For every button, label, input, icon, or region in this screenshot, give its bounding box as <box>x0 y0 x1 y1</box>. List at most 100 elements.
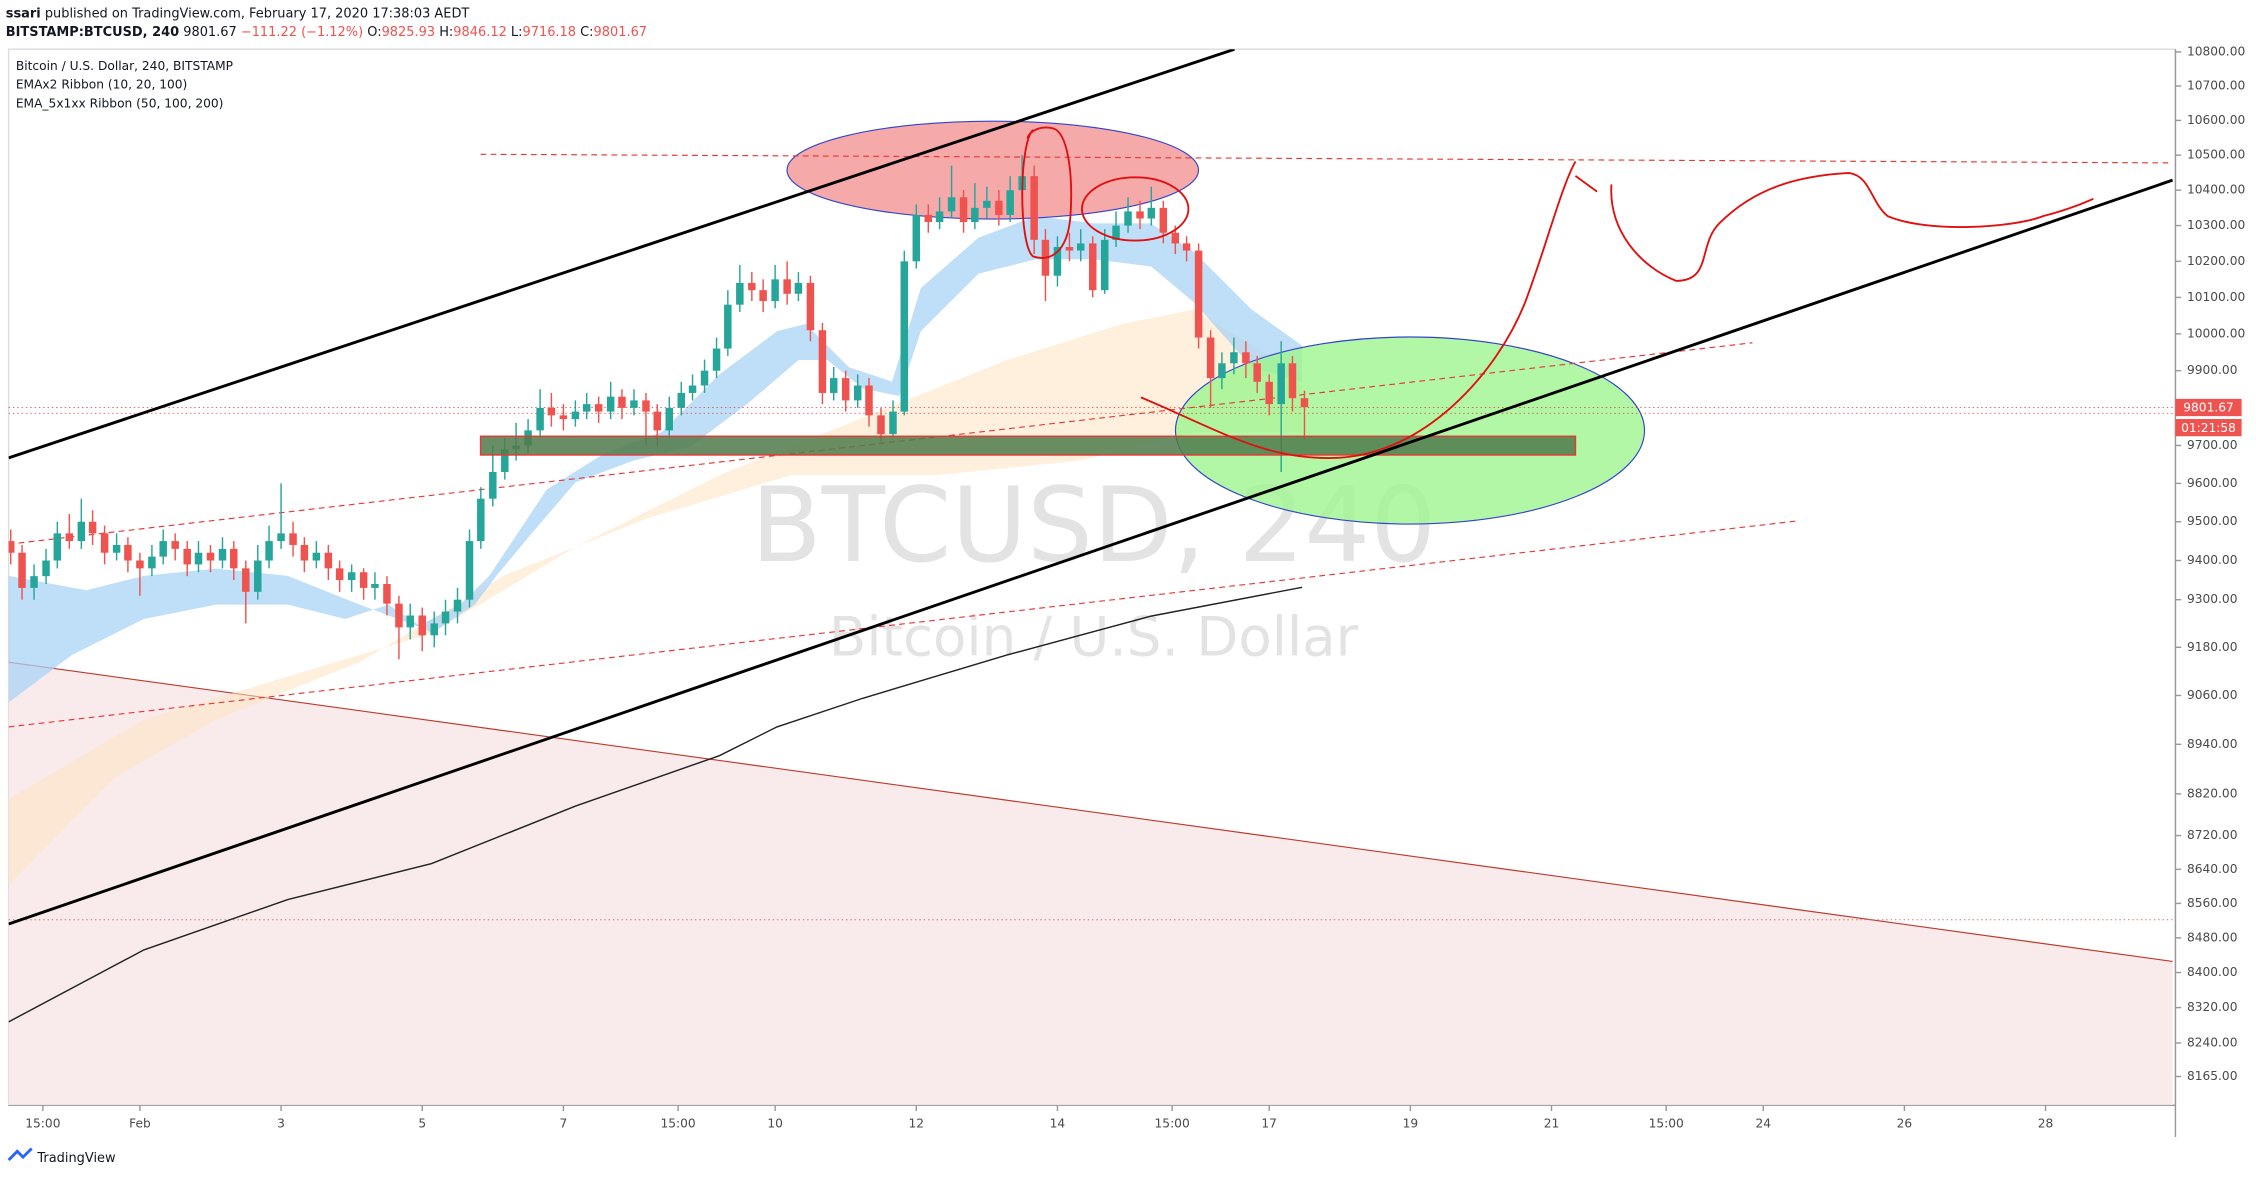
candle-body <box>1030 176 1038 240</box>
candle-body <box>794 282 803 294</box>
support-box <box>479 435 1577 456</box>
candle-body <box>88 521 97 534</box>
candle-body <box>124 544 132 561</box>
candle-body <box>1136 211 1144 219</box>
x-tick-label: 15:00 <box>1649 1117 1684 1131</box>
drawings-front <box>8 49 2174 926</box>
x-tick-label: 12 <box>909 1117 925 1131</box>
y-tick-label: 9060.00 <box>2187 688 2238 702</box>
candle-body <box>148 556 156 569</box>
candle-body <box>606 396 615 412</box>
candle-body <box>536 407 544 431</box>
candle-body <box>383 583 391 604</box>
candle-body <box>501 449 509 472</box>
candle-body <box>230 548 238 569</box>
channel-bottom <box>8 178 2174 926</box>
change: −111.22 (−1.12%) <box>241 24 363 39</box>
y-tick-label: 8720.00 <box>2187 828 2238 842</box>
candle-body <box>983 200 991 208</box>
candle-body <box>653 411 662 431</box>
candle-body <box>1100 239 1109 291</box>
candle-body <box>112 544 121 553</box>
candle-body <box>254 560 262 592</box>
candle-body <box>1206 337 1215 379</box>
c-value: 9801.67 <box>594 24 648 39</box>
candle-body <box>818 330 827 393</box>
y-tick-label: 9600.00 <box>2187 476 2238 490</box>
candle-body <box>1147 207 1156 219</box>
candle-body <box>30 576 38 588</box>
price-badge <box>2175 398 2242 417</box>
y-tick-label: 8240.00 <box>2187 1035 2238 1049</box>
x-tick-label: 24 <box>1755 1117 1771 1131</box>
candle-body <box>1300 398 1309 408</box>
candle-body <box>642 400 650 412</box>
y-tick-label: 8165.00 <box>2187 1069 2238 1083</box>
symbol-line: BITSTAMP:BTCUSD, 240 9801.67 −111.22 (−1… <box>6 24 647 39</box>
candle-body <box>159 541 167 557</box>
candle-body <box>1288 363 1297 399</box>
candle-body <box>406 615 414 628</box>
l-label: L: <box>511 24 523 39</box>
y-tick-label: 9500.00 <box>2187 514 2238 528</box>
candle-body <box>1112 225 1120 240</box>
candle-body <box>1230 352 1238 364</box>
candle-body <box>759 290 767 302</box>
candle-body <box>724 304 732 349</box>
x-tick-label: 5 <box>418 1117 426 1131</box>
axes: 10800.00 10700.00 10600.00 10500.00 10400.00… <box>25 44 2245 1130</box>
candle-body <box>441 611 450 624</box>
candle-body <box>582 404 591 412</box>
candle-body <box>1194 250 1203 338</box>
x-tick-label: 10 <box>767 1117 783 1131</box>
candle-body <box>418 615 426 636</box>
candle-body <box>194 552 203 565</box>
candle-body <box>806 282 815 331</box>
candle-body <box>559 415 568 420</box>
x-tick-label: 15:00 <box>660 1117 695 1131</box>
candle-body <box>53 533 62 561</box>
watermark-name: Bitcoin / U.S. Dollar <box>829 605 1359 669</box>
candle-body <box>1265 381 1273 405</box>
candle-body <box>736 282 744 305</box>
candle-body <box>8 541 15 553</box>
candle-body <box>829 378 838 393</box>
down-trend-line <box>8 661 2173 962</box>
candle-body <box>700 370 709 386</box>
candle-body <box>900 261 909 412</box>
candle-body <box>841 378 850 401</box>
price-badge-label: 9801.67 <box>2183 401 2234 415</box>
o-label: O: <box>367 24 381 39</box>
candle-body <box>453 599 462 612</box>
channel-top <box>8 49 1235 460</box>
h-value: 9846.12 <box>453 24 506 39</box>
freehand-loop <box>1021 126 1073 259</box>
y-tick-label: 8940.00 <box>2187 737 2238 751</box>
y-tick-label: 10100.00 <box>2187 290 2245 304</box>
candle-body <box>971 207 979 223</box>
candle-body <box>1253 363 1261 382</box>
y-tick-label: 8640.00 <box>2187 862 2238 876</box>
candle-body <box>1242 352 1250 364</box>
legend-item: Bitcoin / U.S. Dollar, 240, BITSTAMP <box>16 59 233 73</box>
ema-ribbon-fast <box>8 216 1303 703</box>
y-tick-label: 9300.00 <box>2187 592 2238 606</box>
y-tick-label: 10800.00 <box>2187 44 2245 58</box>
countdown-label: 01:21:58 <box>2181 421 2236 435</box>
c-label: C: <box>580 24 593 39</box>
candle-body <box>289 533 297 545</box>
y-tick-label: 8400.00 <box>2187 965 2238 979</box>
candle-body <box>18 552 26 588</box>
candle-body <box>242 568 250 592</box>
candle-body <box>1006 190 1014 215</box>
x-tick-label: 19 <box>1403 1117 1419 1131</box>
candle-body <box>947 197 956 212</box>
l-value: 9716.18 <box>523 24 576 39</box>
candle-body <box>1053 246 1062 276</box>
candle-body <box>42 560 50 577</box>
y-tick-label: 8820.00 <box>2187 786 2238 800</box>
y-tick-label: 10400.00 <box>2187 183 2245 197</box>
candle-body <box>430 623 438 636</box>
candle-body <box>335 568 344 581</box>
